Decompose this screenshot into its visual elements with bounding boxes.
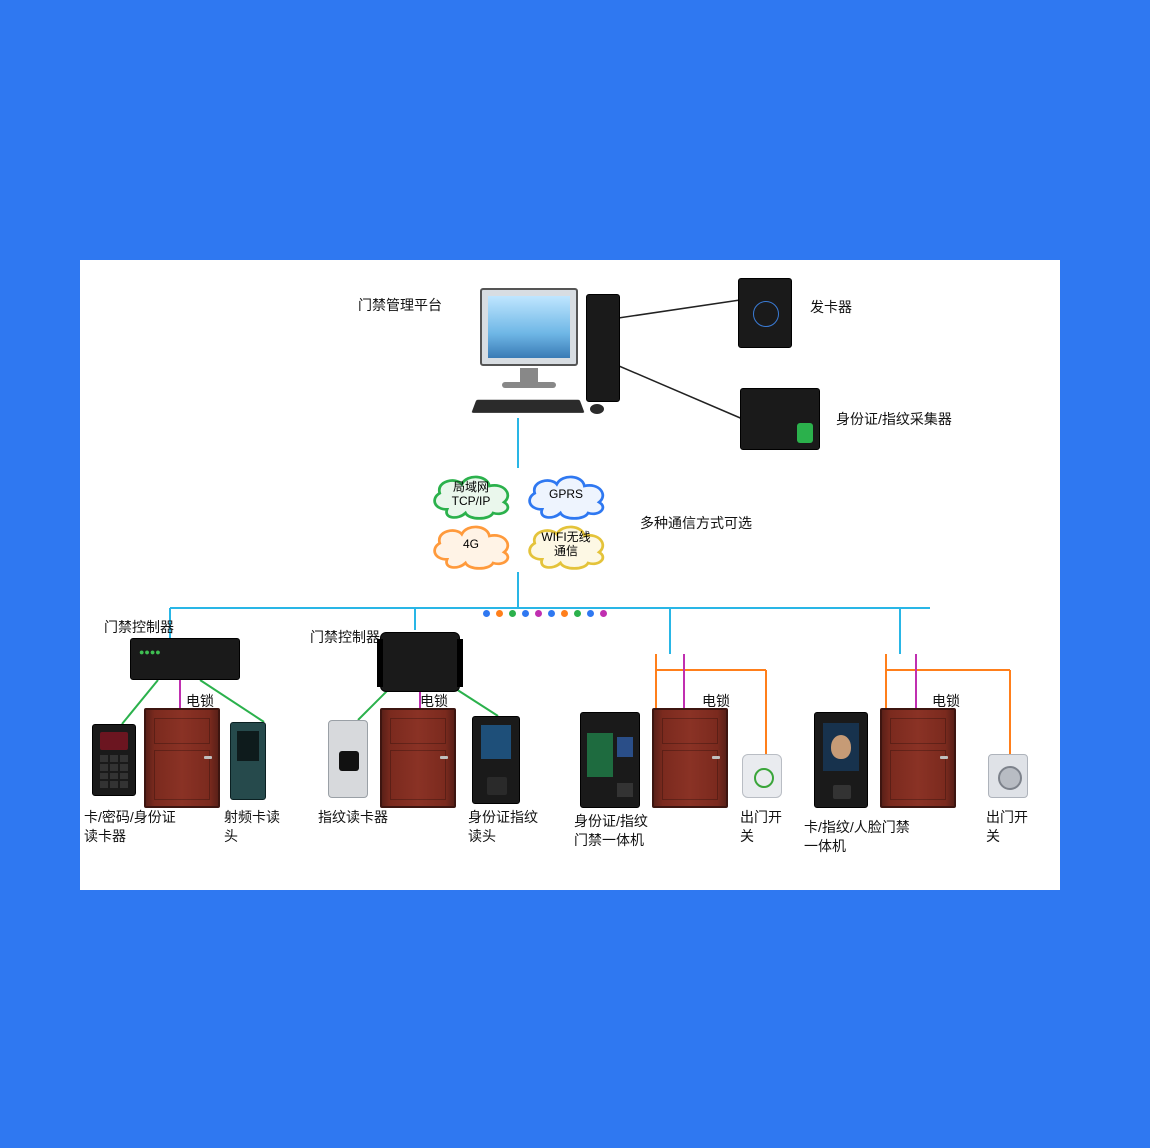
exit-button-2-label: 出门开关	[986, 808, 1036, 846]
card-issuer-icon	[738, 278, 792, 348]
cloud-wifi: WIFI无线通信	[520, 518, 612, 572]
rf-card-reader-icon	[230, 722, 266, 800]
id-fingerprint-reader-label: 身份证指纹读头	[468, 808, 548, 846]
cloud-4g: 4G	[425, 518, 517, 572]
face-aio-terminal-label: 卡/指纹/人脸门禁一体机	[804, 818, 914, 856]
fingerprint-reader-icon	[328, 720, 368, 798]
face-aio-terminal-icon	[814, 712, 868, 808]
platform-label: 门禁管理平台	[358, 296, 442, 315]
exit-button-1-label: 出门开关	[740, 808, 790, 846]
id-fp-collector-label: 身份证/指纹采集器	[836, 410, 952, 429]
id-fp-aio-terminal-icon	[580, 712, 640, 808]
diagram-canvas: 门禁管理平台 发卡器 身份证/指纹采集器 局域网TCP/IP GPRS 4G W…	[80, 260, 1060, 890]
card-issuer-label: 发卡器	[810, 298, 852, 317]
exit-button-1-icon	[742, 754, 782, 798]
cloud-gprs: GPRS	[520, 468, 612, 522]
access-controller-1-icon: ●●●●	[130, 638, 240, 680]
exit-button-2-icon	[988, 754, 1028, 798]
door-2-icon	[380, 708, 456, 808]
comm-options-label: 多种通信方式可选	[640, 514, 752, 533]
card-pwd-id-reader-icon	[92, 724, 136, 796]
door-4-icon	[880, 708, 956, 808]
id-fp-aio-terminal-label: 身份证/指纹门禁一体机	[574, 812, 658, 850]
fingerprint-reader-label: 指纹读卡器	[318, 808, 388, 827]
card-pwd-id-reader-label: 卡/密码/身份证读卡器	[84, 808, 184, 846]
controller-mid-label: 门禁控制器	[310, 628, 380, 647]
cloud-lan: 局域网TCP/IP	[425, 468, 517, 522]
rf-card-reader-label: 射频卡读头	[224, 808, 284, 846]
id-fingerprint-reader-icon	[472, 716, 520, 804]
controller-left-label: 门禁控制器	[104, 618, 174, 637]
door-3-icon	[652, 708, 728, 808]
access-controller-2-icon	[380, 632, 460, 692]
id-fp-collector-icon	[740, 388, 820, 450]
bus-dots	[480, 604, 610, 622]
door-1-icon	[144, 708, 220, 808]
pc-workstation-icon	[480, 288, 620, 418]
